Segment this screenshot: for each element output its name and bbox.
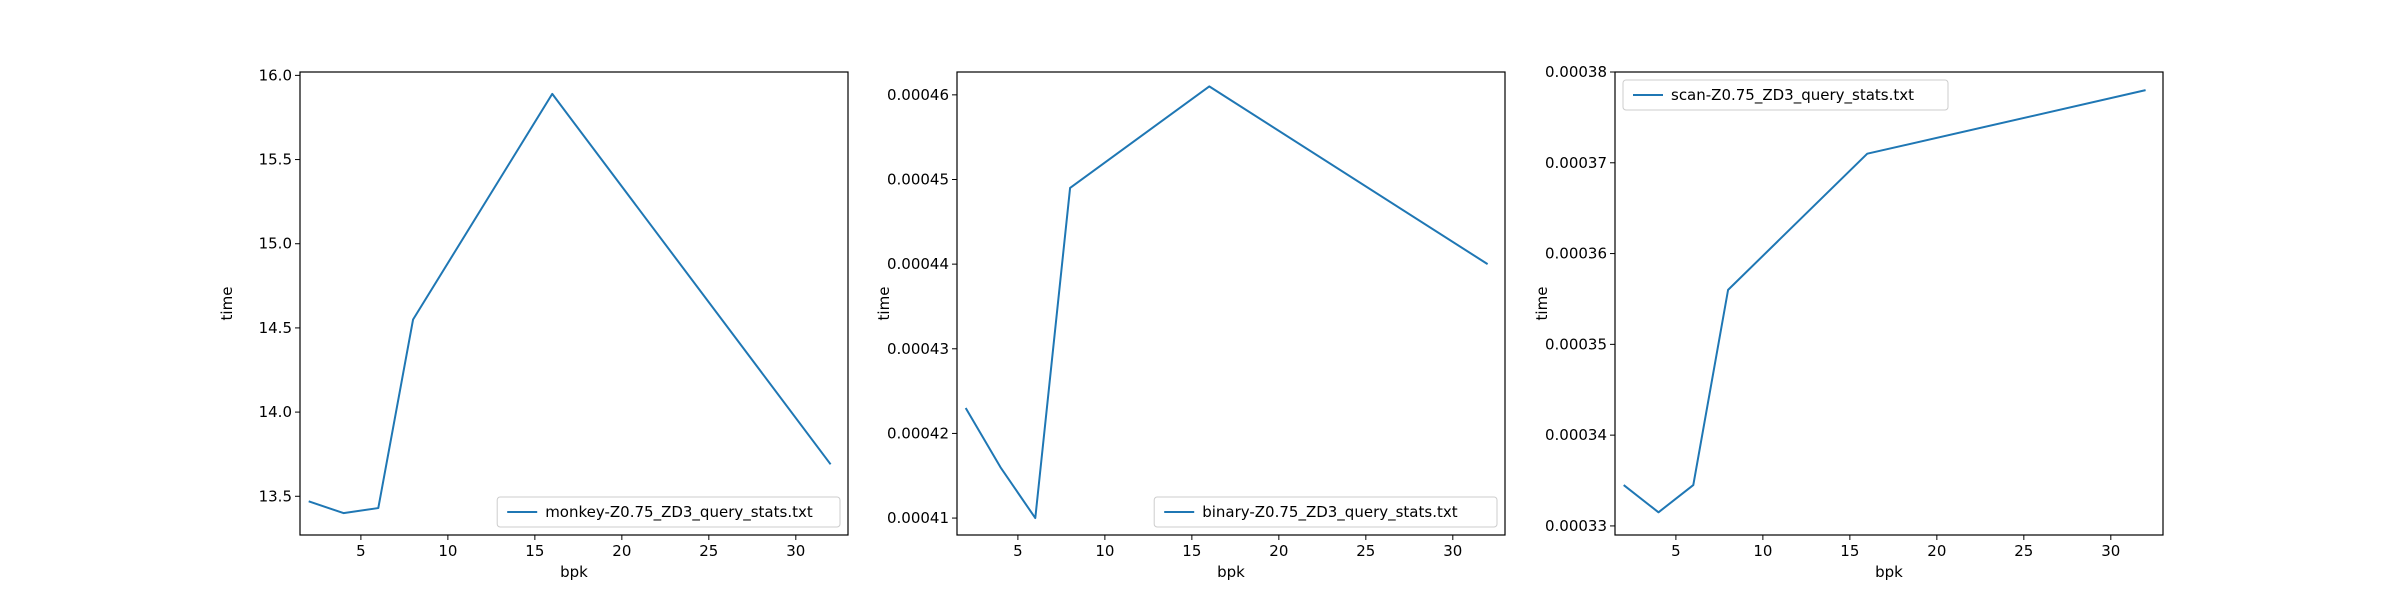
series-line bbox=[1623, 89, 2146, 514]
axes-frame bbox=[1614, 71, 2164, 536]
y-tick-label: 14.5 bbox=[259, 319, 292, 337]
x-tick-label: 25 bbox=[1356, 542, 1375, 560]
chart-panel-1: 5 10 15 20 25 30 13.5 14.0 14.5 15.0 15.5 16.0 bpk ti… bbox=[218, 66, 849, 581]
chart-panel-3: 5 10 15 20 25 30 0.00033 0.00034 0.00035 0.00036 0… bbox=[1533, 63, 2164, 581]
x-tick-label: 25 bbox=[699, 542, 718, 560]
legend-label: scan-Z0.75_ZD3_query_stats.txt bbox=[1671, 86, 1914, 105]
y-tick-label: 16.0 bbox=[259, 66, 292, 84]
y-tick-label: 14.0 bbox=[259, 403, 292, 421]
y-tick-label: 0.00037 bbox=[1545, 154, 1607, 172]
y-tick-label: 0.00036 bbox=[1545, 245, 1607, 263]
axes-frame bbox=[299, 71, 849, 536]
x-tick-label: 5 bbox=[1013, 542, 1023, 560]
legend-label: monkey-Z0.75_ZD3_query_stats.txt bbox=[545, 503, 813, 522]
x-tick-label: 10 bbox=[1753, 542, 1772, 560]
legend: binary-Z0.75_ZD3_query_stats.txt bbox=[1153, 496, 1498, 528]
x-tick-label: 15 bbox=[525, 542, 544, 560]
x-tick-label: 25 bbox=[2014, 542, 2033, 560]
x-tick-label: 30 bbox=[786, 542, 805, 560]
y-tick-label: 0.00045 bbox=[887, 170, 949, 188]
chart-panel-2: 5 10 15 20 25 30 0.00041 0.00042 0.00043 0.00044 0… bbox=[875, 71, 1506, 581]
x-tick-label: 30 bbox=[2101, 542, 2120, 560]
y-axis-label: time bbox=[875, 287, 893, 321]
y-tick-label: 13.5 bbox=[259, 487, 292, 505]
x-axis-label: bpk bbox=[1217, 563, 1245, 581]
y-axis-label: time bbox=[218, 287, 236, 321]
axes-frame bbox=[956, 71, 1506, 536]
y-tick-label: 0.00033 bbox=[1545, 517, 1607, 535]
y-tick-label: 0.00043 bbox=[887, 340, 949, 358]
x-tick-label: 15 bbox=[1182, 542, 1201, 560]
y-tick-label: 15.5 bbox=[259, 151, 292, 169]
y-tick-label: 0.00046 bbox=[887, 86, 949, 104]
x-tick-label: 5 bbox=[1671, 542, 1681, 560]
y-tick-label: 0.00042 bbox=[887, 424, 949, 442]
legend-box bbox=[496, 496, 841, 528]
x-tick-label: 20 bbox=[1927, 542, 1946, 560]
y-tick-label: 0.00034 bbox=[1545, 426, 1607, 444]
y-axis-label: time bbox=[1533, 287, 1551, 321]
legend: scan-Z0.75_ZD3_query_stats.txt bbox=[1622, 79, 1949, 111]
x-tick-label: 5 bbox=[356, 542, 366, 560]
y-tick-label: 15.0 bbox=[259, 235, 292, 253]
series-line bbox=[964, 85, 1489, 520]
x-axis-label: bpk bbox=[1875, 563, 1903, 581]
y-tick-label: 0.00041 bbox=[887, 509, 949, 527]
y-tick-label: 0.00035 bbox=[1545, 335, 1607, 353]
x-axis-label: bpk bbox=[560, 563, 588, 581]
legend-box bbox=[1622, 79, 1949, 111]
x-tick-label: 30 bbox=[1443, 542, 1462, 560]
x-tick-label: 10 bbox=[1095, 542, 1114, 560]
series-line bbox=[308, 92, 832, 515]
x-tick-label: 20 bbox=[612, 542, 631, 560]
x-tick-label: 20 bbox=[1269, 542, 1288, 560]
x-tick-label: 10 bbox=[438, 542, 457, 560]
y-tick-label: 0.00038 bbox=[1545, 63, 1607, 81]
legend: monkey-Z0.75_ZD3_query_stats.txt bbox=[496, 496, 841, 528]
x-tick-label: 15 bbox=[1840, 542, 1859, 560]
legend-box bbox=[1153, 496, 1498, 528]
y-tick-label: 0.00044 bbox=[887, 255, 949, 273]
legend-label: binary-Z0.75_ZD3_query_stats.txt bbox=[1202, 503, 1458, 522]
